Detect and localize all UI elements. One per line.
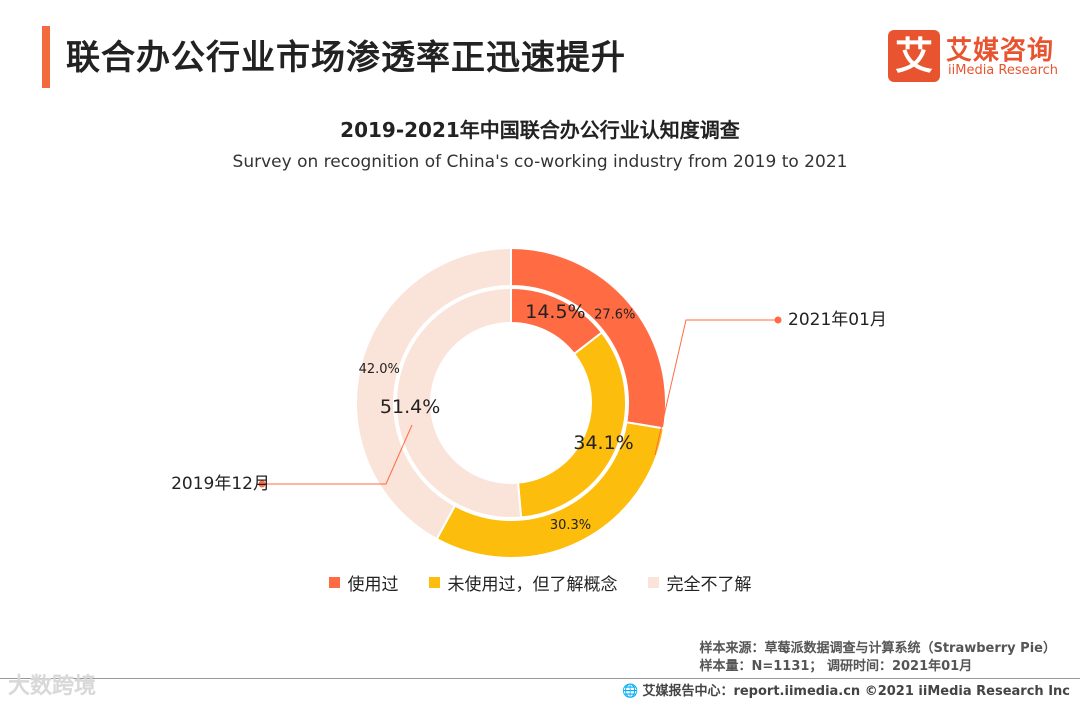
legend-swatch-used [328,577,340,588]
inner-series-leader-line [262,424,413,485]
footer-divider [0,678,1080,679]
chart-title: 2019-2021年中国联合办公行业认知度调查 [340,118,740,142]
chart-legend: 使用过 未使用过，但了解概念 完全不了解 [0,570,1080,595]
legend-item-aware: 未使用过，但了解概念 [428,570,618,595]
chart-subtitle: Survey on recognition of China's co-work… [232,152,848,172]
legend-item-used: 使用过 [328,570,399,595]
legend-label-aware: 未使用过，但了解概念 [447,575,618,595]
source-line-2: 样本量：N=1131； 调研时间：2021年01月 [699,659,973,674]
inner-ring-label-aware: 34.1% [573,432,633,454]
source-line-1: 样本来源：草莓派数据调查与计算系统（Strawberry Pie） [699,641,1056,656]
title-accent-bar [42,26,50,88]
footer-text: 艾媒报告中心：report.iimedia.cn ©2021 iiMedia R… [642,684,1070,699]
inner-series-leader-dot [258,480,266,488]
legend-item-unaware: 完全不了解 [647,570,752,595]
logo-chinese-name: 艾媒咨询 [946,36,1055,66]
logo-mark: 艾 [888,30,940,82]
outer-series-leader-dot [774,316,782,324]
legend-swatch-unaware [647,577,659,588]
outer-ring-label-aware: 30.3% [550,518,591,533]
outer-series-name: 2021年01月 [788,310,887,330]
iimedia-logo: 艾 艾媒咨询 iiMedia Research [888,30,1068,86]
watermark: 大数跨境 [8,674,97,699]
inner-series-name: 2019年12月 [171,474,270,494]
outer-ring-label-used: 27.6% [594,308,635,323]
inner-ring-slice-unaware [395,286,523,519]
legend-label-unaware: 完全不了解 [666,575,752,595]
outer-series-leader-line [654,319,778,456]
inner-ring-label-used: 14.5% [525,301,585,323]
inner-ring-slice-aware [516,331,627,519]
legend-label-used: 使用过 [347,575,399,595]
legend-swatch-aware [428,577,440,588]
outer-ring-slice-unaware [355,246,512,541]
logo-english-name: iiMedia Research [948,63,1059,78]
globe-icon: 🌐 [622,684,639,699]
inner-ring-label-unaware: 51.4% [380,396,440,418]
outer-ring-label-unaware: 42.0% [359,362,400,377]
page-title: 联合办公行业市场渗透率正迅速提升 [66,38,626,78]
sample-source: 样本来源：草莓派数据调查与计算系统（Strawberry Pie） 样本量：N=… [699,640,1056,676]
footer: 🌐 艾媒报告中心：report.iimedia.cn ©2021 iiMedia … [622,680,1070,699]
